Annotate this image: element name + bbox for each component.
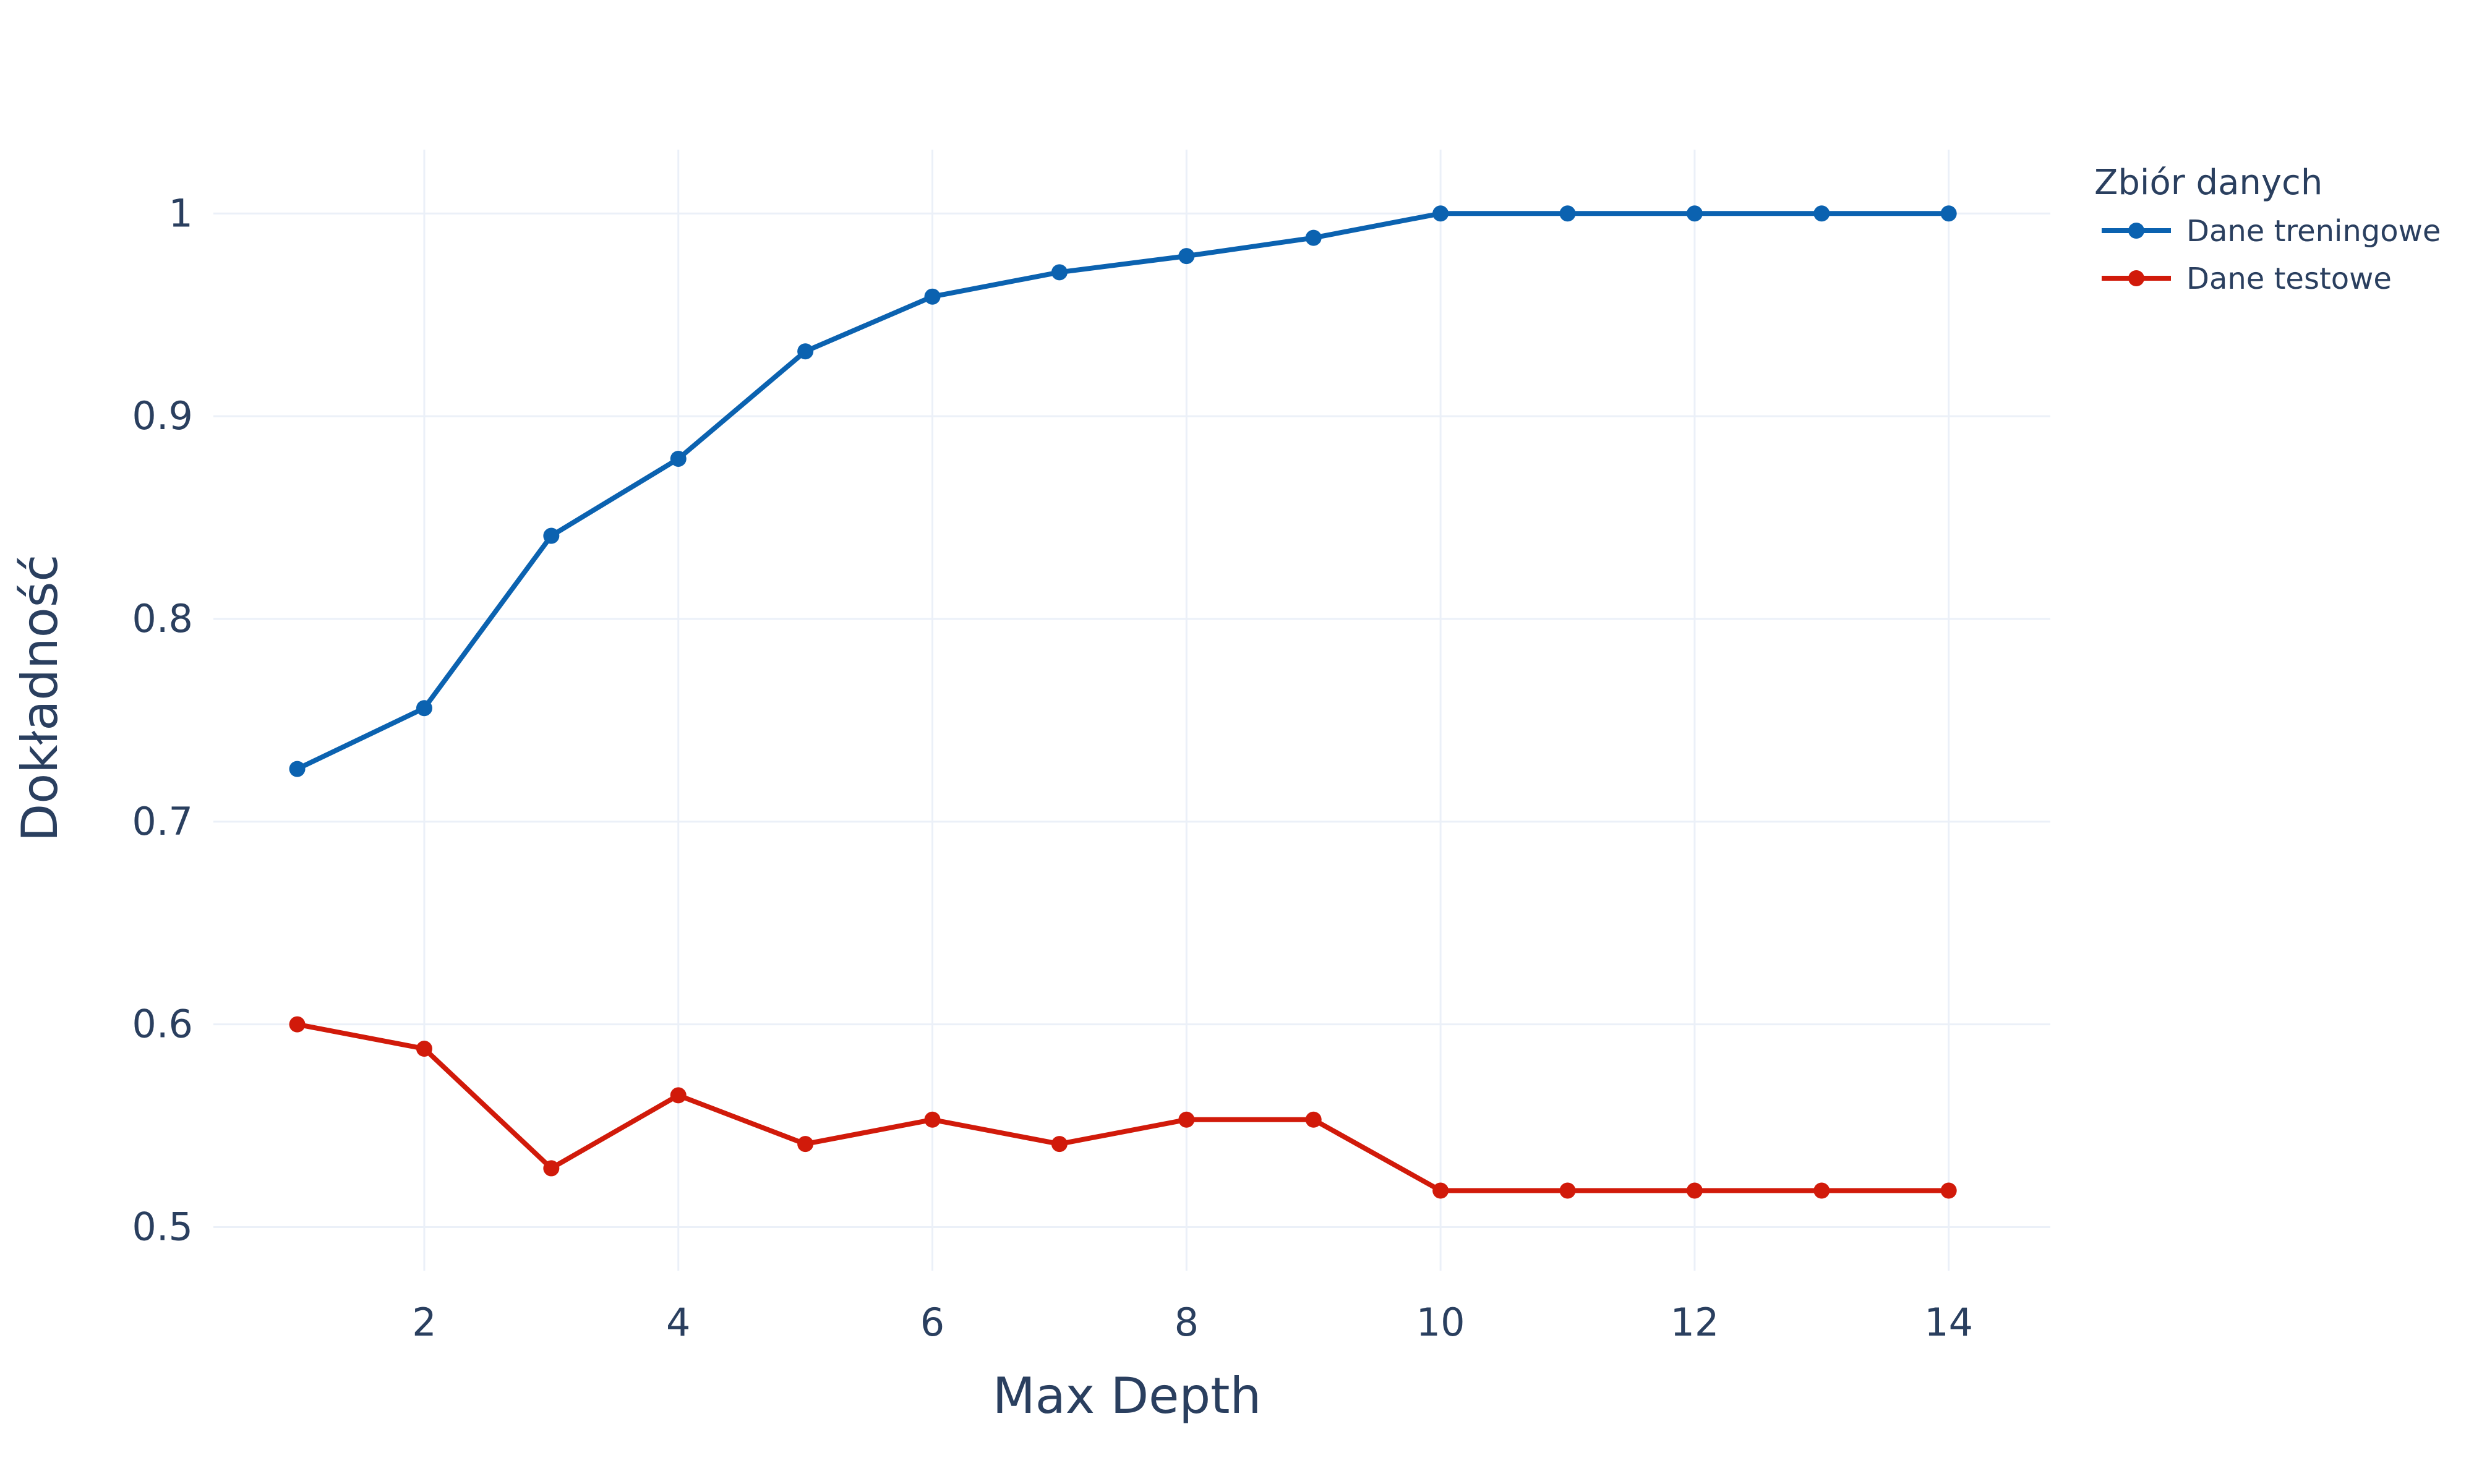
y-axis-title: Dokładność bbox=[11, 555, 69, 842]
legend-label: Dane treningowe bbox=[2186, 214, 2441, 249]
legend-label: Dane testowe bbox=[2186, 262, 2392, 296]
x-tick-label: 12 bbox=[1670, 1300, 1719, 1345]
data-point bbox=[289, 761, 306, 777]
y-tick-label: 0.5 bbox=[132, 1205, 193, 1250]
series-2 bbox=[289, 1016, 1957, 1199]
data-point bbox=[416, 700, 432, 717]
data-point bbox=[543, 527, 560, 544]
legend-marker bbox=[2128, 270, 2144, 286]
legend: Zbiór danych Dane treningowe Dane testowe bbox=[2094, 163, 2441, 296]
y-tick-label: 0.6 bbox=[132, 1002, 193, 1047]
legend-items: Dane treningowe Dane testowe bbox=[2102, 214, 2441, 296]
data-point bbox=[670, 1087, 687, 1104]
y-tick-label: 0.8 bbox=[132, 596, 193, 641]
y-tick-label: 0.7 bbox=[132, 799, 193, 844]
legend-title: Zbiór danych bbox=[2094, 163, 2322, 203]
tick-labels: 0.50.60.70.80.912 4 6 8 10 12 14 bbox=[132, 190, 1973, 1345]
x-tick-label: 6 bbox=[920, 1300, 944, 1345]
data-point bbox=[797, 343, 814, 360]
data-point bbox=[1432, 1182, 1449, 1199]
data-point bbox=[1940, 205, 1957, 222]
data-point bbox=[1051, 264, 1068, 281]
x-tick-label: 8 bbox=[1175, 1300, 1199, 1345]
data-point bbox=[543, 1160, 560, 1177]
y-tick-label: 1 bbox=[169, 190, 193, 236]
data-point bbox=[289, 1016, 306, 1033]
legend-item[interactable]: Dane treningowe bbox=[2102, 214, 2441, 249]
series-line bbox=[294, 1021, 1951, 1193]
data-point bbox=[1813, 1182, 1830, 1199]
data-point bbox=[1305, 1111, 1322, 1128]
data-point bbox=[1305, 229, 1322, 246]
data-point bbox=[1940, 1182, 1957, 1199]
x-axis-title: Max Depth bbox=[993, 1367, 1262, 1425]
series-layer bbox=[289, 205, 1957, 1199]
data-point bbox=[1559, 1182, 1576, 1199]
data-point bbox=[924, 1111, 941, 1128]
y-tick-label: 0.9 bbox=[132, 393, 193, 438]
x-tick-label: 10 bbox=[1416, 1300, 1465, 1345]
x-tick-label: 14 bbox=[1924, 1300, 1973, 1345]
data-point bbox=[1178, 248, 1195, 265]
data-point bbox=[416, 1041, 432, 1057]
grid bbox=[213, 150, 2050, 1271]
data-point bbox=[1559, 205, 1576, 222]
legend-item[interactable]: Dane testowe bbox=[2102, 262, 2392, 296]
series-line bbox=[294, 211, 1951, 772]
x-tick-label: 4 bbox=[666, 1300, 690, 1345]
data-point bbox=[1432, 205, 1449, 222]
legend-marker bbox=[2128, 223, 2144, 239]
data-point bbox=[1686, 1182, 1703, 1199]
series-1 bbox=[289, 205, 1957, 777]
data-point bbox=[1813, 205, 1830, 222]
data-point bbox=[1686, 205, 1703, 222]
data-point bbox=[1051, 1136, 1068, 1153]
data-point bbox=[797, 1136, 814, 1153]
data-point bbox=[670, 450, 687, 467]
data-point bbox=[1178, 1111, 1195, 1128]
x-tick-label: 2 bbox=[412, 1300, 436, 1345]
data-point bbox=[924, 288, 941, 305]
